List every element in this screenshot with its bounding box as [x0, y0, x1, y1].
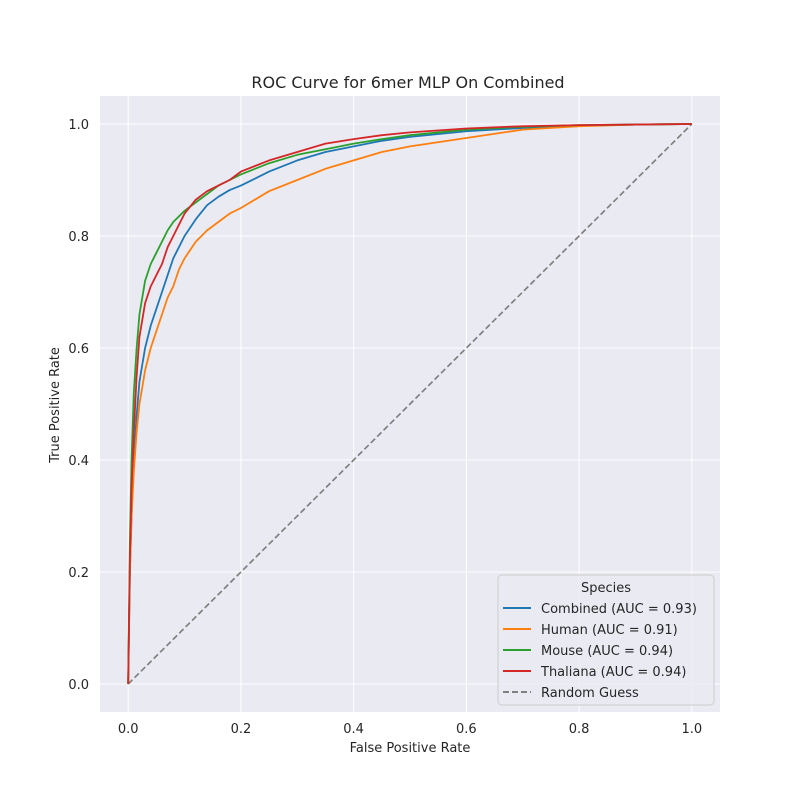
x-tick-label: 0.0: [118, 722, 139, 737]
y-tick-label: 0.4: [68, 454, 89, 469]
series-line-0: [127, 123, 692, 685]
x-tick-label: 1.0: [681, 722, 702, 737]
x-tick-label: 0.2: [231, 722, 252, 737]
series-line-3: [127, 123, 692, 685]
legend-box: [497, 574, 715, 706]
series-line-4: [127, 123, 693, 685]
chart-title: ROC Curve for 6mer MLP On Combined: [251, 73, 564, 92]
legend-title: Species: [581, 581, 631, 596]
series-line-2: [127, 123, 692, 685]
legend-label-0: Combined (AUC = 0.93): [541, 602, 697, 617]
legend: Species Combined (AUC = 0.93) Human (AUC =…: [497, 574, 715, 706]
x-tick-label: 0.4: [343, 722, 364, 737]
series-lines: [127, 123, 693, 685]
y-axis-label: True Positive Rate: [48, 347, 63, 464]
y-tick-label: 1.0: [68, 118, 89, 133]
grid-lines: [100, 96, 720, 712]
y-tick-label: 0.2: [68, 566, 89, 581]
series-line-1: [127, 123, 692, 685]
legend-label-3: Thaliana (AUC = 0.94): [540, 665, 686, 680]
legend-label-2: Mouse (AUC = 0.94): [541, 644, 673, 659]
y-tick-label: 0.6: [68, 342, 89, 357]
y-tick-label: 0.0: [68, 678, 89, 693]
x-tick-label: 0.6: [456, 722, 477, 737]
x-tick-label: 0.8: [569, 722, 590, 737]
legend-label-1: Human (AUC = 0.91): [541, 623, 678, 638]
y-tick-label: 0.8: [68, 230, 89, 245]
legend-label-4: Random Guess: [541, 686, 639, 701]
x-axis-label: False Positive Rate: [350, 741, 471, 756]
tick-labels: 0.0 0.2 0.4 0.6 0.8 1.0 0.0 0.2 0.4 0.6 0.8 1.0: [68, 118, 702, 737]
